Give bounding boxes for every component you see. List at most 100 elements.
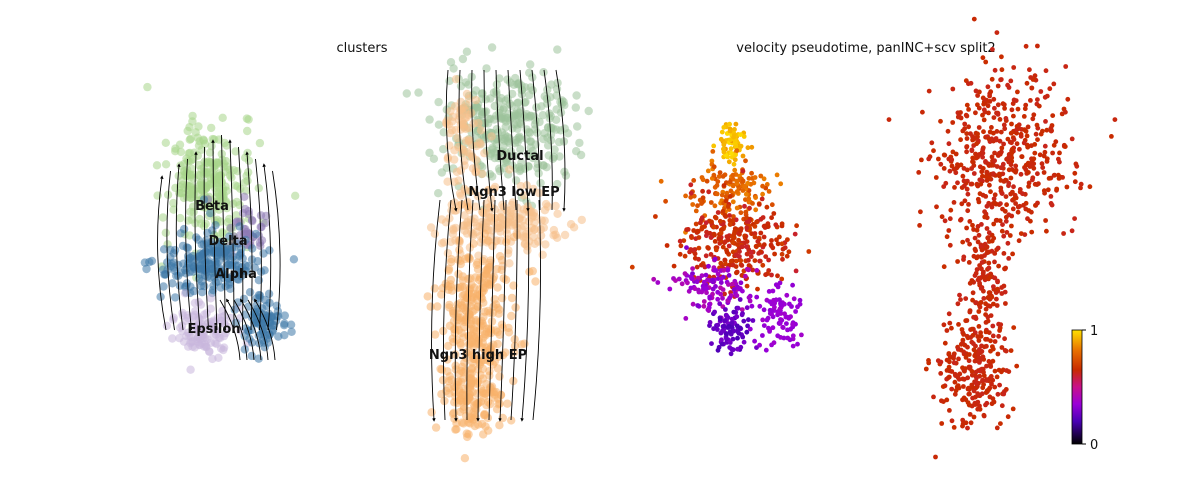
pseudotime-point <box>967 310 972 315</box>
pseudotime-point <box>724 313 729 318</box>
pseudotime-point <box>753 258 758 263</box>
pseudotime-point <box>960 341 965 346</box>
pseudotime-point <box>785 336 790 341</box>
pseudotime-point <box>754 244 759 249</box>
pseudotime-point <box>1019 231 1024 236</box>
pseudotime-point <box>996 246 1001 251</box>
cluster-point <box>578 216 586 224</box>
pseudotime-point <box>887 117 892 122</box>
pseudotime-point <box>701 195 706 200</box>
pseudotime-point <box>719 231 724 236</box>
pseudotime-point <box>723 318 728 323</box>
cluster-point <box>537 102 545 110</box>
cluster-point <box>427 408 435 416</box>
pseudotime-point <box>739 263 744 268</box>
cluster-point <box>445 303 453 311</box>
cluster-point <box>494 340 502 348</box>
pseudotime-point <box>1012 196 1017 201</box>
pseudotime-point <box>985 251 990 256</box>
cluster-point <box>459 55 467 63</box>
pseudotime-point <box>969 182 974 187</box>
pseudotime-point <box>961 255 966 260</box>
pseudotime-point <box>707 302 712 307</box>
pseudotime-point <box>706 307 711 312</box>
pseudotime-point <box>952 360 957 365</box>
pseudotime-point <box>757 343 762 348</box>
pseudotime-point <box>745 267 750 272</box>
pseudotime-point <box>998 218 1003 223</box>
pseudotime-point <box>778 281 783 286</box>
cluster-point <box>529 86 537 94</box>
colorbar-min-label: 0 <box>1090 438 1098 453</box>
cluster-point <box>233 198 241 206</box>
pseudotime-point <box>1017 238 1022 243</box>
pseudotime-point <box>963 198 968 203</box>
pseudotime-point <box>936 157 941 162</box>
pseudotime-point <box>730 282 735 287</box>
pseudotime-point <box>775 173 780 178</box>
pseudotime-point <box>1004 219 1009 224</box>
pseudotime-point <box>962 369 967 374</box>
pseudotime-point <box>721 268 726 273</box>
pseudotime-point <box>1006 137 1011 142</box>
cluster-point <box>461 255 469 263</box>
pseudotime-point <box>942 322 947 327</box>
pseudotime-point <box>1006 155 1011 160</box>
pseudotime-point <box>709 200 714 205</box>
cluster-point <box>486 400 494 408</box>
cluster-point <box>141 258 149 266</box>
pseudotime-point <box>720 296 725 301</box>
pseudotime-point <box>1025 81 1030 86</box>
pseudotime-point <box>729 151 734 156</box>
pseudotime-point <box>956 301 961 306</box>
pseudotime-point <box>1031 112 1036 117</box>
pseudotime-point <box>723 307 728 312</box>
pseudotime-point <box>982 413 987 418</box>
pseudotime-point <box>754 220 759 225</box>
cluster-point <box>256 242 264 250</box>
cluster-point <box>561 231 569 239</box>
pseudotime-point <box>980 260 985 265</box>
pseudotime-point <box>1019 172 1024 177</box>
cluster-point <box>241 345 249 353</box>
cluster-point <box>456 189 464 197</box>
cluster-point <box>176 214 184 222</box>
pseudotime-point <box>772 252 777 257</box>
pseudotime-point <box>718 219 723 224</box>
pseudotime-point <box>1004 116 1009 121</box>
pseudotime-point <box>718 170 723 175</box>
pseudotime-point <box>1020 191 1025 196</box>
pseudotime-point <box>706 169 711 174</box>
pseudotime-point <box>750 268 755 273</box>
pseudotime-point <box>694 222 699 227</box>
pseudotime-point <box>952 185 957 190</box>
pseudotime-point <box>943 341 948 346</box>
pseudotime-point <box>987 290 992 295</box>
cluster-point <box>265 246 273 254</box>
pseudotime-point <box>994 138 999 143</box>
cluster-point <box>451 207 459 215</box>
pseudotime-point <box>973 110 978 115</box>
pseudotime-point <box>740 312 745 317</box>
cluster-point <box>502 276 510 284</box>
cluster-point <box>214 179 222 187</box>
pseudotime-point <box>731 263 736 268</box>
cluster-point <box>482 107 490 115</box>
pseudotime-point <box>965 318 970 323</box>
pseudotime-point <box>949 326 954 331</box>
pseudotime-point <box>985 204 990 209</box>
cluster-point <box>541 240 549 248</box>
cluster-point <box>244 115 252 123</box>
pseudotime-point <box>728 222 733 227</box>
pseudotime-point <box>791 344 796 349</box>
pseudotime-point <box>1013 170 1018 175</box>
pseudotime-point <box>965 208 970 213</box>
cluster-point <box>403 89 411 97</box>
pseudotime-point <box>742 204 747 209</box>
pseudotime-point <box>952 425 957 430</box>
pseudotime-point <box>775 273 780 278</box>
pseudotime-point <box>992 385 997 390</box>
cluster-point <box>438 215 446 223</box>
pseudotime-point <box>687 250 692 255</box>
pseudotime-point <box>715 290 720 295</box>
